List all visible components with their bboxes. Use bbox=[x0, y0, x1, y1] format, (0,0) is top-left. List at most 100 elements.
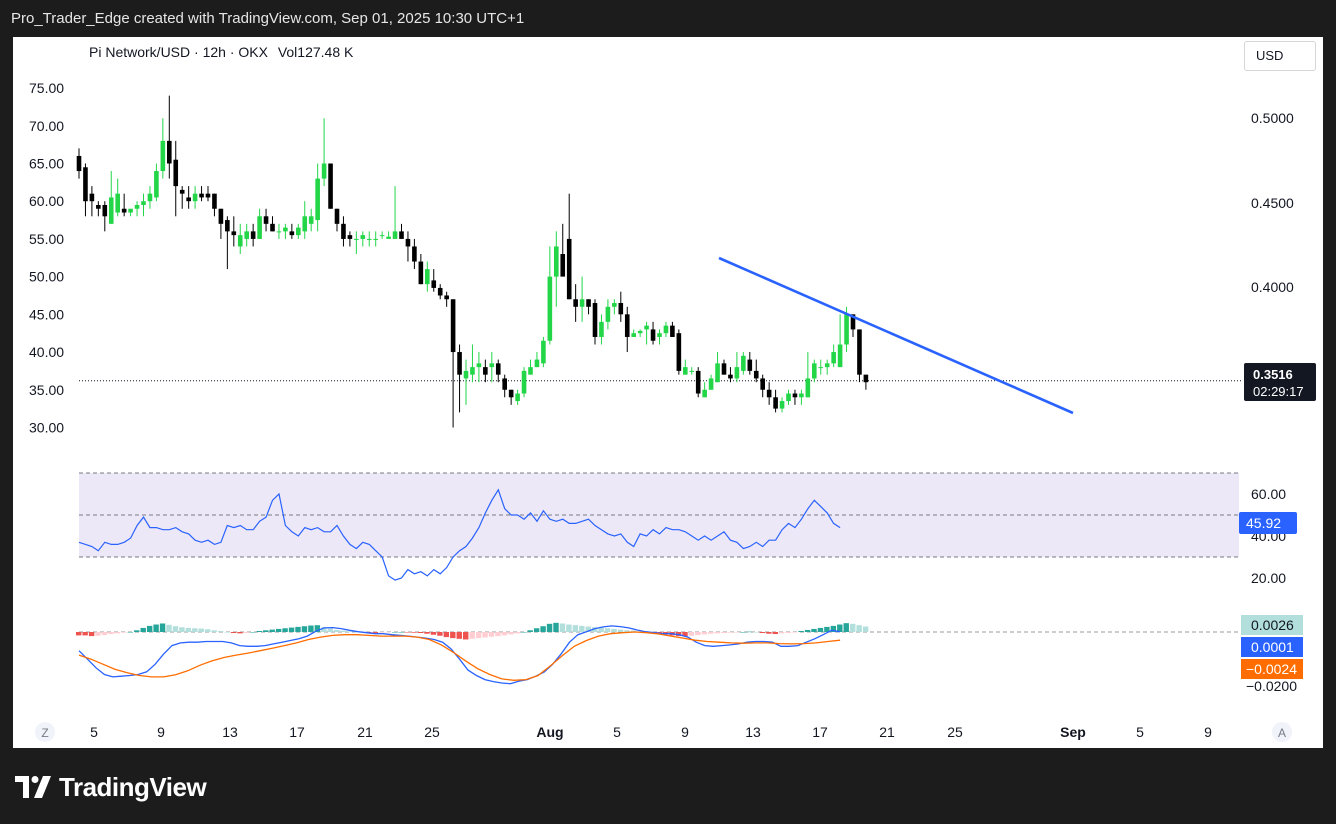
candle bbox=[612, 299, 617, 315]
macd-histogram-bar bbox=[785, 632, 791, 634]
candle-body bbox=[657, 333, 662, 337]
macd-histogram-bar bbox=[437, 632, 443, 636]
candle bbox=[360, 231, 366, 247]
rsi-line bbox=[78, 488, 841, 581]
time-axis-label: 25 bbox=[947, 724, 963, 740]
auto-scale-button-label: A bbox=[1278, 726, 1286, 740]
macd-histogram-bar bbox=[688, 632, 695, 636]
candle-body bbox=[283, 227, 288, 232]
candle-body bbox=[147, 193, 153, 202]
candle bbox=[663, 321, 669, 337]
macd-histogram-bar bbox=[185, 627, 192, 632]
candle bbox=[521, 367, 527, 398]
candle bbox=[863, 374, 869, 390]
left-axis-label: 30.00 bbox=[29, 419, 64, 435]
chart-panel[interactable]: 75.00 70.00 65.00 60.00 55.00 50.00 45.00 40.00… bbox=[13, 37, 1323, 748]
macd-histogram-bar bbox=[334, 629, 340, 632]
candle bbox=[437, 284, 443, 300]
candle bbox=[702, 382, 707, 398]
candle-body bbox=[579, 299, 585, 307]
time-axis-label: 21 bbox=[357, 724, 373, 740]
macd-histogram-bar bbox=[843, 623, 849, 632]
candle-body bbox=[483, 367, 488, 375]
macd-histogram-bar bbox=[140, 627, 146, 632]
left-axis-label: 60.00 bbox=[29, 193, 64, 209]
candle-body bbox=[321, 163, 327, 179]
price-chart: 75.00 70.00 65.00 60.00 55.00 50.00 45.00 40.00… bbox=[29, 80, 1316, 742]
macd-histogram-bar bbox=[604, 628, 611, 632]
candle-body bbox=[360, 235, 366, 239]
left-axis-label: 55.00 bbox=[29, 231, 64, 247]
candle bbox=[121, 193, 127, 217]
candle-body bbox=[341, 223, 346, 239]
macd-histogram-bar bbox=[701, 632, 708, 635]
candle-body bbox=[734, 367, 740, 379]
time-axis-label: Aug bbox=[536, 724, 563, 740]
candle-body bbox=[863, 374, 869, 383]
macd-histogram-bar bbox=[546, 623, 553, 632]
candle bbox=[721, 359, 727, 375]
candle bbox=[134, 201, 140, 217]
candle-body bbox=[837, 344, 843, 368]
candle-body bbox=[192, 193, 198, 202]
candle bbox=[760, 374, 765, 398]
macd-histogram-bar bbox=[611, 628, 617, 632]
macd-histogram-bar bbox=[837, 624, 843, 632]
candle-body bbox=[263, 216, 269, 224]
candle-body bbox=[554, 246, 559, 277]
symbol-legend: Pi Network/USD · 12h · OKX Vol127.48 K bbox=[89, 44, 353, 60]
candle-body bbox=[102, 204, 108, 217]
time-axis-label: 21 bbox=[879, 724, 895, 740]
macd-histogram-bar bbox=[708, 632, 714, 634]
price-label-value: 0.3516 bbox=[1253, 367, 1293, 382]
macd-histogram-bar bbox=[804, 629, 811, 632]
macd-histogram-bar bbox=[237, 632, 243, 634]
candle bbox=[560, 223, 566, 277]
candle-body bbox=[225, 220, 230, 232]
currency-button[interactable]: USD bbox=[1244, 41, 1316, 71]
candle bbox=[83, 163, 88, 217]
candle-body bbox=[799, 393, 804, 398]
candle bbox=[205, 186, 211, 202]
candle bbox=[283, 223, 288, 239]
candle-body bbox=[676, 333, 682, 371]
candle bbox=[296, 223, 301, 239]
candle bbox=[592, 299, 598, 345]
macd-histogram-bar bbox=[153, 624, 159, 632]
candle bbox=[96, 201, 101, 217]
macd-histogram-bar bbox=[121, 632, 127, 633]
candle bbox=[753, 359, 759, 383]
candle bbox=[650, 321, 656, 345]
candle bbox=[405, 231, 411, 262]
macd-histogram-bar bbox=[553, 622, 559, 632]
candle bbox=[824, 359, 830, 375]
time-axis-label: 5 bbox=[90, 724, 98, 740]
candle-body bbox=[618, 303, 624, 315]
candle-body bbox=[199, 193, 204, 198]
macd-histogram-bar bbox=[695, 632, 701, 636]
macd-histogram-bar bbox=[224, 632, 230, 633]
candle bbox=[392, 186, 398, 239]
macd-histogram-bar bbox=[263, 630, 269, 632]
left-axis-label: 70.00 bbox=[29, 118, 64, 134]
signal-line bbox=[78, 631, 841, 681]
candle bbox=[599, 314, 604, 345]
candle bbox=[347, 231, 353, 247]
candle-body bbox=[753, 370, 759, 379]
candle bbox=[624, 306, 630, 353]
candle bbox=[115, 178, 120, 217]
candle bbox=[805, 352, 811, 398]
macd-histogram-bar bbox=[508, 632, 514, 635]
macd-histogram-bar bbox=[856, 625, 862, 632]
candle bbox=[450, 299, 456, 428]
macd-histogram-bar bbox=[533, 628, 540, 632]
macd-histogram-bar bbox=[166, 624, 172, 632]
macd-histogram-bar bbox=[682, 632, 688, 637]
time-axis-label: Sep bbox=[1060, 724, 1086, 740]
macd-histogram-bar bbox=[275, 628, 282, 632]
candle-body bbox=[83, 167, 88, 202]
candle-body bbox=[141, 201, 146, 205]
time-axis-label: 5 bbox=[1136, 724, 1144, 740]
candle-body bbox=[334, 208, 340, 224]
macd-histogram-bar bbox=[211, 630, 217, 632]
